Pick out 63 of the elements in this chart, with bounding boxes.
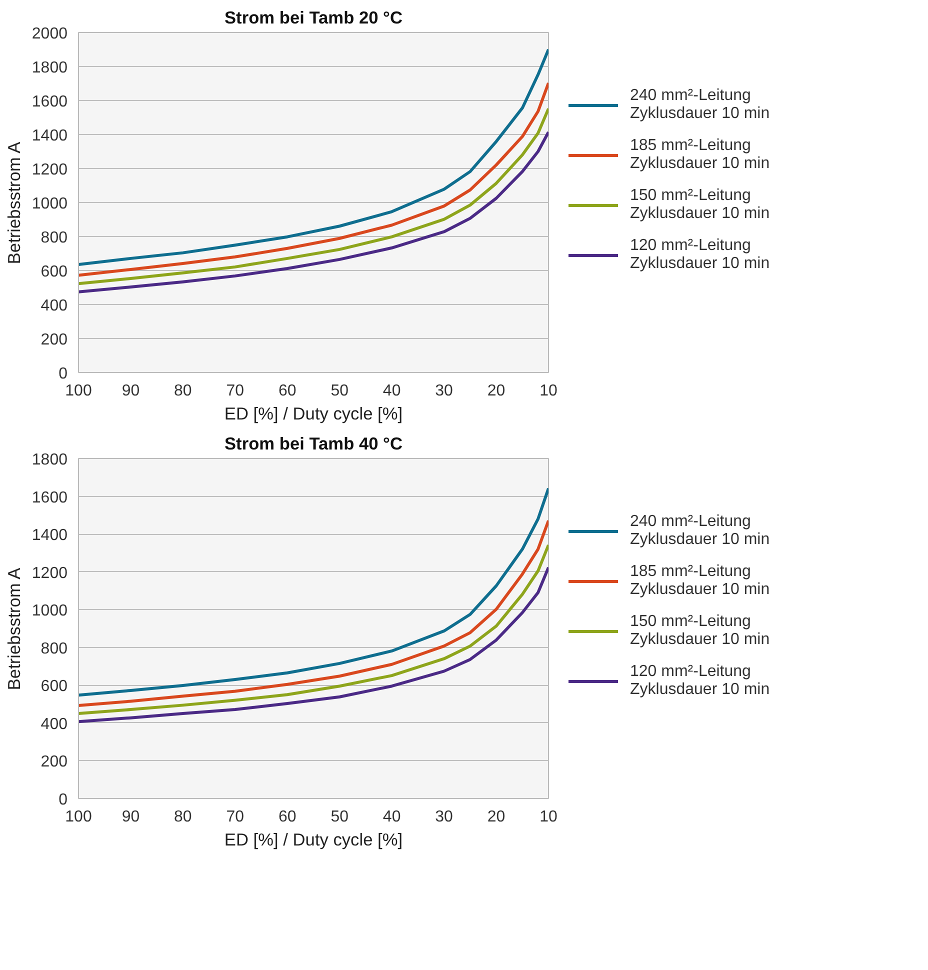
legend-label: 120 mm²-Leitung Zyklusdauer 10 min	[630, 236, 770, 273]
y-tick-label: 800	[40, 640, 68, 658]
y-tick-label: 200	[40, 754, 68, 771]
y-axis-title: Betriebsstrom A	[4, 567, 24, 690]
line-series	[78, 81, 548, 277]
x-tick-label: 30	[435, 808, 454, 826]
x-tick-label: 30	[435, 382, 454, 400]
y-axis-title: Betriebsstrom A	[4, 141, 24, 264]
legend-label: 185 mm²-Leitung Zyklusdauer 10 min	[630, 136, 770, 173]
x-tick-label: 50	[330, 808, 349, 826]
x-tick-label: 70	[226, 808, 244, 826]
line-series	[78, 486, 548, 697]
y-tick-label: 1000	[32, 602, 68, 620]
x-tick-label: 100	[65, 808, 92, 826]
line-series	[78, 519, 548, 708]
x-tick-label: 60	[278, 808, 296, 826]
x-tick-label: 60	[278, 382, 296, 400]
line-series	[78, 544, 548, 715]
y-tick-label: 1400	[32, 527, 68, 544]
y-tick-label: 600	[40, 264, 68, 280]
line-series	[78, 107, 548, 286]
y-tick-label: 600	[40, 678, 68, 696]
x-tick-label: 20	[487, 808, 506, 826]
x-tick-label: 100	[65, 382, 92, 400]
x-tick-label: 80	[174, 382, 192, 400]
line-series	[78, 48, 548, 266]
x-tick-label: 90	[122, 382, 140, 400]
y-tick-label: 1800	[32, 452, 68, 468]
y-tick-label: 400	[40, 716, 68, 733]
y-tick-label: 200	[40, 332, 68, 348]
y-tick-label: 0	[58, 792, 68, 808]
y-tick-label: 2000	[32, 26, 68, 42]
legend-label: 240 mm²-Leitung Zyklusdauer 10 min	[630, 512, 770, 549]
line-series	[78, 130, 548, 294]
y-tick-label: 800	[40, 230, 68, 246]
y-tick-label: 0	[58, 366, 68, 382]
y-tick-label: 400	[40, 298, 68, 314]
x-tick-label: 80	[174, 808, 192, 826]
y-tick-label: 1600	[32, 489, 68, 506]
y-tick-label: 1200	[32, 162, 68, 178]
x-tick-label: 40	[382, 808, 401, 826]
line-series	[78, 566, 548, 724]
x-tick-label: 90	[122, 808, 140, 826]
x-tick-label: 10	[540, 808, 558, 826]
legend-label: 150 mm²-Leitung Zyklusdauer 10 min	[630, 186, 770, 223]
x-tick-label: 20	[487, 382, 506, 400]
legend-label: 150 mm²-Leitung Zyklusdauer 10 min	[630, 612, 770, 649]
y-tick-label: 1400	[32, 128, 68, 144]
y-tick-label: 1000	[32, 196, 68, 212]
legend-label: 120 mm²-Leitung Zyklusdauer 10 min	[630, 662, 770, 699]
legend-label: 185 mm²-Leitung Zyklusdauer 10 min	[630, 562, 770, 599]
chart-title: Strom bei Tamb 20 °C	[224, 8, 403, 28]
x-axis-title: ED [%] / Duty cycle [%]	[224, 404, 403, 424]
x-tick-label: 40	[382, 382, 401, 400]
x-tick-label: 70	[226, 382, 244, 400]
x-tick-label: 10	[540, 382, 558, 400]
x-axis-title: ED [%] / Duty cycle [%]	[224, 830, 403, 850]
y-tick-label: 1200	[32, 564, 68, 582]
x-tick-label: 50	[330, 382, 349, 400]
y-tick-label: 1600	[32, 94, 68, 110]
y-tick-label: 1800	[32, 60, 68, 76]
chart-title: Strom bei Tamb 40 °C	[224, 434, 403, 454]
legend-label: 240 mm²-Leitung Zyklusdauer 10 min	[630, 86, 770, 123]
